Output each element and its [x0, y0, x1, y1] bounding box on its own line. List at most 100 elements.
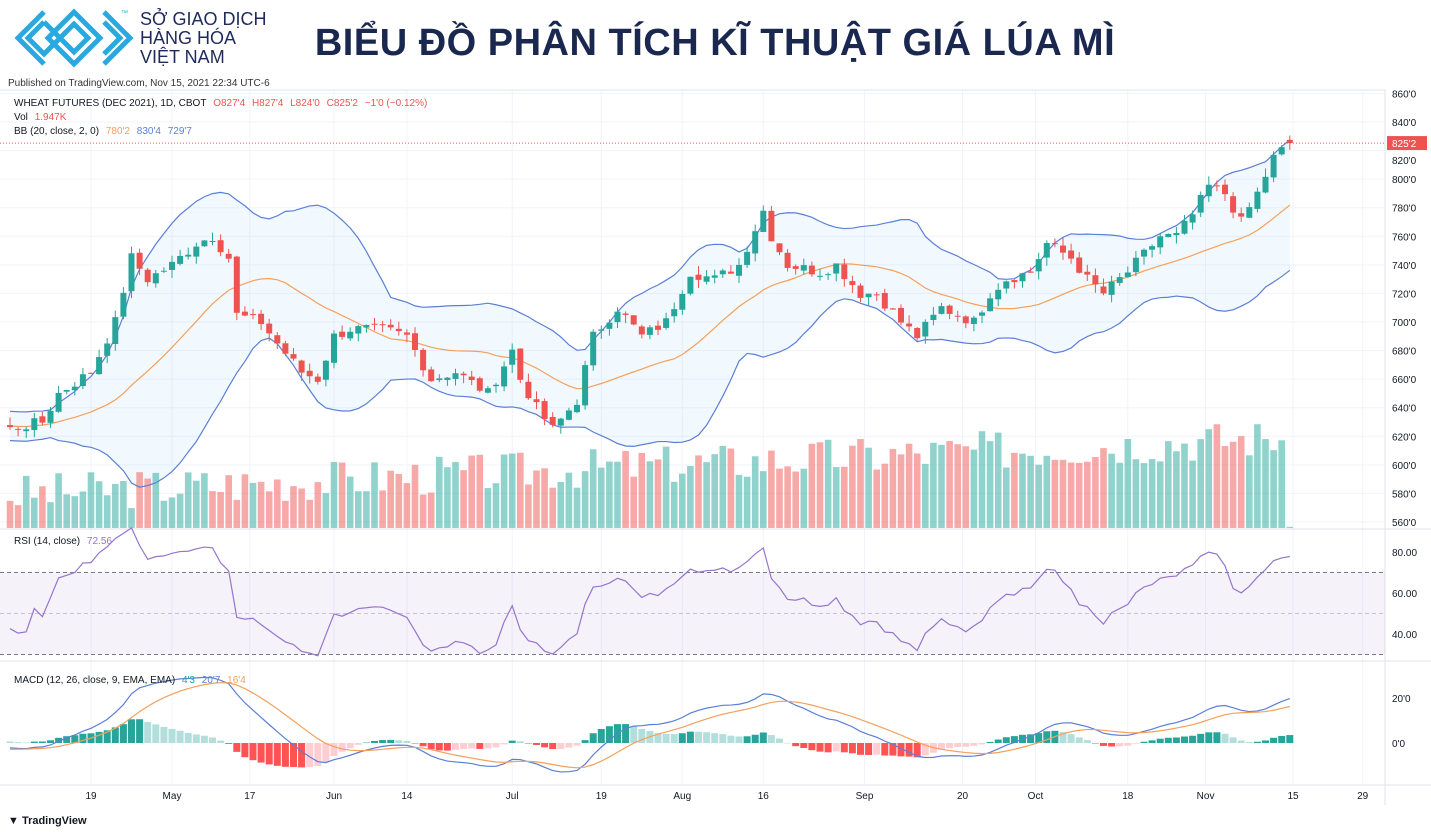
candle-body: [331, 333, 337, 363]
time-axis-label: May: [163, 791, 182, 802]
volume-bar: [1278, 440, 1285, 528]
candle-body: [679, 293, 686, 310]
candle-body: [1222, 184, 1228, 195]
candle-body: [1100, 286, 1107, 294]
macd-histogram-bar: [978, 743, 986, 745]
price-tick-label: 600'0: [1392, 461, 1417, 472]
price-tick-label: 840'0: [1392, 118, 1417, 129]
volume-bar: [168, 497, 176, 528]
candle-body: [339, 331, 346, 337]
candle-body: [1035, 259, 1042, 272]
candle: [954, 310, 961, 322]
macd-histogram-bar: [346, 743, 354, 749]
high-value: H827'4: [251, 98, 284, 109]
bb-basis-line: [9, 204, 1291, 428]
macd-histogram-bar: [1221, 733, 1229, 743]
candle-body: [1246, 207, 1253, 218]
volume-bar: [1173, 451, 1180, 528]
candle: [1092, 268, 1099, 293]
volume-bar: [800, 468, 808, 528]
candle: [1286, 135, 1293, 150]
candle: [7, 417, 13, 430]
candle-body: [800, 265, 807, 271]
candle-body: [217, 240, 224, 253]
volume-bar: [476, 454, 484, 528]
macd-histogram-bar: [1262, 740, 1269, 743]
candle-body: [7, 425, 13, 428]
candle-body: [841, 264, 848, 280]
macd-histogram-bar: [913, 743, 921, 758]
candle: [1027, 267, 1034, 273]
candle-body: [1116, 277, 1123, 283]
candle: [736, 258, 742, 284]
volume-bar: [1084, 461, 1091, 528]
macd-histogram-bar: [111, 727, 119, 743]
time-axis-label: Aug: [673, 791, 691, 802]
candle-body: [671, 309, 678, 317]
candle-body: [185, 254, 192, 257]
candle-body: [760, 210, 767, 232]
volume-bar: [492, 483, 500, 528]
candle: [412, 327, 418, 357]
volume-bar: [411, 464, 419, 528]
macd-histogram-bar: [921, 743, 929, 756]
candle: [727, 265, 734, 274]
volume-bar: [824, 439, 832, 528]
volume-bar: [1051, 459, 1059, 528]
candle: [784, 249, 791, 272]
macd-histogram-bar: [954, 743, 962, 748]
candle: [1084, 264, 1091, 281]
candle: [169, 255, 175, 278]
candle-body: [31, 418, 38, 431]
candle-body: [136, 252, 143, 269]
macd-histogram-bar: [848, 743, 856, 754]
candle-body: [201, 240, 208, 247]
volume-bar: [1140, 463, 1148, 528]
candle: [136, 248, 143, 276]
volume-bar: [241, 474, 249, 528]
candle: [533, 391, 540, 410]
bb-label: BB (20, close, 2, 0): [14, 126, 100, 137]
candle: [306, 363, 313, 384]
candle: [274, 332, 281, 350]
macd-histogram-bar: [128, 719, 135, 743]
candle-body: [752, 231, 759, 254]
candle-body: [995, 289, 1002, 300]
volume-bar: [719, 445, 727, 528]
candle: [1132, 250, 1139, 277]
macd-histogram-bar: [492, 743, 500, 748]
macd-histogram-bar: [1253, 741, 1261, 743]
rsi-legend: RSI (14, close) 72.56: [14, 536, 116, 547]
volume-bar: [1035, 464, 1042, 528]
macd-histogram-bar: [38, 741, 46, 743]
volume-bar: [265, 491, 273, 528]
candle: [266, 318, 273, 342]
volume-bar: [946, 441, 953, 528]
candle-body: [646, 327, 653, 335]
macd-histogram-bar: [986, 741, 994, 743]
candle: [792, 264, 799, 275]
volume-bar: [314, 482, 322, 528]
candle-body: [355, 326, 362, 334]
candle: [1100, 278, 1107, 296]
candle-body: [1181, 220, 1188, 234]
macd-histogram-bar: [265, 743, 273, 765]
price-tick-label: 660'0: [1392, 375, 1417, 386]
candle-body: [695, 274, 702, 280]
price-tick-label: 740'0: [1392, 261, 1417, 272]
candle: [436, 374, 443, 383]
candle-body: [403, 332, 410, 335]
candle: [63, 389, 70, 395]
candle-body: [233, 256, 240, 313]
macd-histogram-bar: [1091, 743, 1099, 744]
macd-histogram-bar: [1172, 737, 1180, 743]
candle-body: [792, 266, 799, 269]
candle: [88, 372, 94, 375]
macd-signal-value: 16'4: [227, 675, 246, 686]
candle-body: [88, 372, 94, 374]
candle: [857, 283, 864, 303]
volume-bar: [395, 473, 403, 528]
volume-bar: [760, 471, 767, 528]
candle-body: [79, 374, 86, 387]
